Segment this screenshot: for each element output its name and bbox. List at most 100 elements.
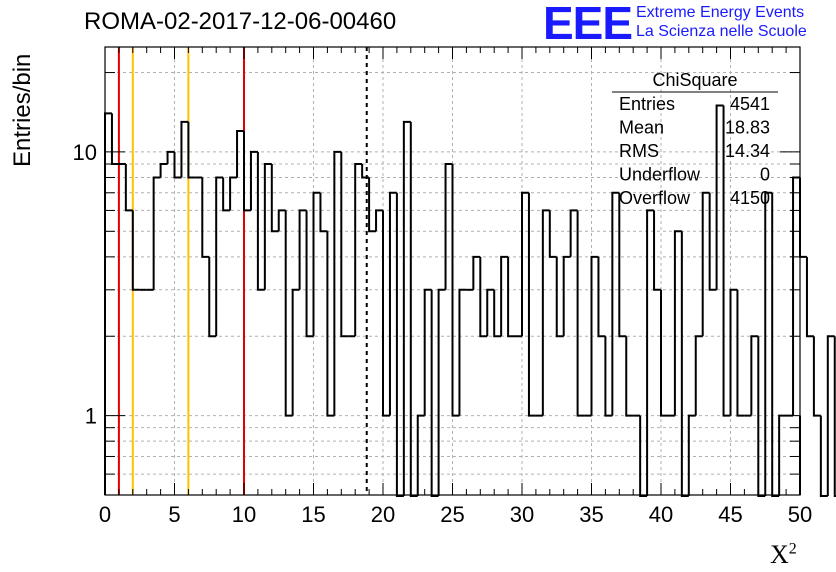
chart-title: ROMA-02-2017-12-06-00460 (84, 8, 397, 35)
histogram-bin (562, 255, 571, 337)
histogram-bin (368, 177, 377, 233)
histogram-bin (764, 191, 773, 496)
histogram-bin (409, 121, 418, 497)
histogram-bin (576, 210, 585, 417)
histogram-bin (256, 151, 265, 291)
histogram-bin (388, 191, 397, 416)
stats-row-value: 0 (760, 165, 770, 185)
x-tick-label: 0 (99, 502, 111, 527)
stats-row-label: Overflow (619, 188, 691, 208)
histogram-bin (701, 191, 710, 337)
histogram-bin (291, 288, 300, 416)
histogram-bin (792, 176, 800, 416)
histogram-bin (833, 336, 836, 497)
x-tick-label: 5 (168, 502, 180, 527)
histogram-bin (222, 177, 231, 212)
y-tick-label: 1 (85, 404, 97, 429)
x-tick-label: 25 (440, 502, 464, 527)
histogram-bin (263, 162, 272, 290)
histogram-bin (110, 113, 119, 165)
x-tick-label: 35 (579, 502, 603, 527)
x-tick-label: 50 (788, 502, 812, 527)
histogram-bin (159, 162, 168, 178)
x-axis-label-superscript: 2 (788, 540, 797, 558)
histogram-bin (646, 209, 655, 496)
histogram-bin (799, 177, 807, 258)
tick-labels: 0 5 10 15 20 25 30 35 40 45 50 1 10 (73, 140, 813, 527)
stats-row-label: RMS (619, 141, 659, 161)
histogram-bin (590, 255, 599, 416)
stats-box-title: ChiSquare (652, 70, 737, 90)
x-tick-label: 15 (301, 502, 325, 527)
histogram-bin (736, 289, 745, 417)
histogram-bin (611, 191, 620, 416)
histogram-bin (131, 210, 140, 291)
histogram-bin (201, 177, 210, 258)
histogram-bin (722, 105, 731, 417)
histogram-bin (715, 104, 724, 290)
histogram-bin (284, 210, 293, 417)
histogram-bin (771, 192, 780, 497)
histogram-bin (451, 163, 460, 417)
histogram-bin (694, 335, 703, 416)
histogram-bin (395, 192, 404, 497)
histogram-bin (500, 255, 509, 337)
histogram-bin (305, 210, 314, 338)
stats-row-label: Underflow (619, 165, 701, 185)
histogram-bin (826, 335, 835, 496)
histogram-bin (124, 163, 133, 212)
x-axis-label-base: X (770, 540, 789, 569)
histogram-bin (819, 415, 828, 497)
histogram-bin (458, 288, 467, 416)
histogram-bin (597, 256, 606, 338)
histogram-bin (152, 176, 161, 290)
histogram-bin (604, 336, 613, 417)
histogram-bin (187, 121, 196, 179)
stats-row-value: 4541 (730, 94, 770, 114)
histogram-bin (486, 288, 495, 337)
histogram-bin (249, 150, 258, 211)
histogram-bin (298, 209, 307, 290)
histogram-bin (340, 151, 349, 338)
histogram-bin (243, 131, 251, 212)
histogram-bin (208, 256, 217, 338)
histogram-bin (527, 192, 536, 417)
histogram-bin (180, 120, 189, 178)
histogram-bin (333, 150, 342, 416)
x-axis-label: X2 (770, 540, 797, 570)
histogram-bin (639, 415, 648, 497)
histogram-bin (229, 176, 238, 211)
histogram-bin (493, 289, 502, 338)
histogram-bin (673, 230, 682, 416)
histogram-bin (750, 335, 759, 416)
y-tick-label: 10 (73, 140, 97, 165)
histogram-bin (416, 414, 425, 496)
histogram-bin (166, 150, 175, 164)
histogram-bin (660, 289, 668, 417)
x-tick-label: 20 (371, 502, 395, 527)
logo-text-line1: Extreme Energy Events (636, 4, 805, 21)
histogram-bin (569, 209, 578, 257)
histogram-bin (375, 209, 383, 232)
histogram-bin (430, 289, 439, 497)
histogram-bin (680, 231, 689, 497)
histogram-bin (625, 336, 634, 417)
histogram-bin (812, 336, 821, 417)
histogram-bin (618, 192, 627, 338)
histogram-bin (555, 256, 564, 338)
histogram-bin (687, 414, 696, 496)
histogram-bin (472, 255, 481, 290)
histogram-bin (708, 192, 717, 291)
stats-row-value: 18.83 (725, 118, 770, 138)
histogram-bin (354, 162, 363, 337)
x-tick-label: 10 (232, 502, 256, 527)
histogram-bin (444, 162, 453, 290)
stats-row-label: Entries (619, 94, 675, 114)
histogram-bin (215, 176, 224, 337)
histogram-bin (653, 210, 661, 291)
x-tick-label: 45 (718, 502, 742, 527)
histogram-bin (319, 192, 328, 233)
histogram-bin (805, 256, 814, 338)
histogram-bin (236, 130, 244, 178)
